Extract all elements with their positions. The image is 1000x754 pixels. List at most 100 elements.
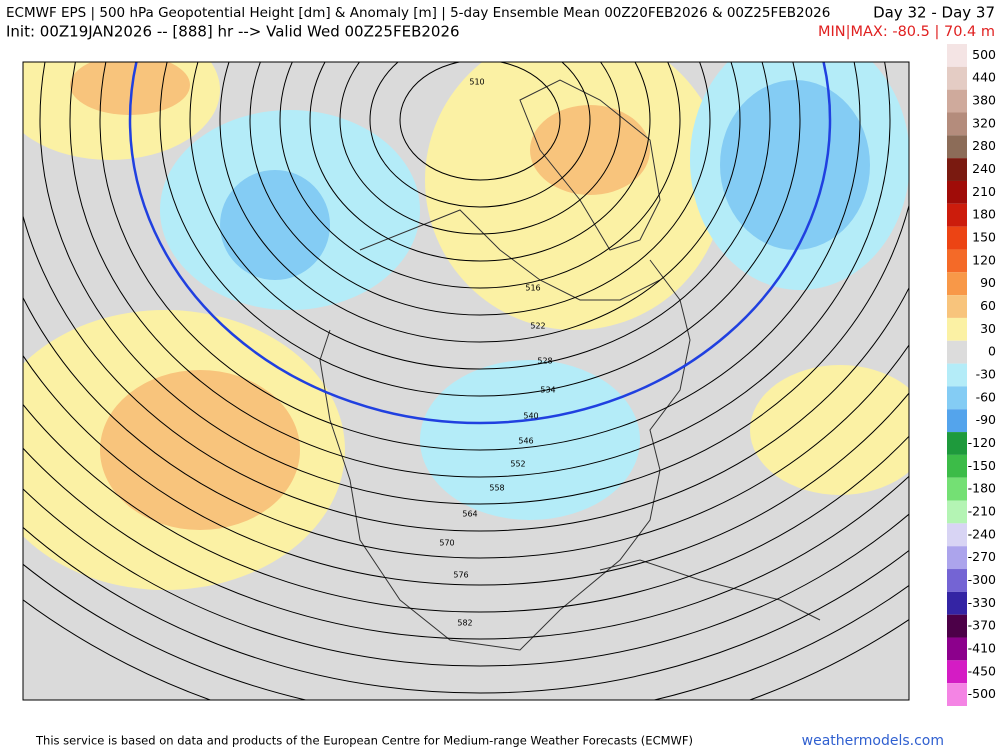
colorbar-label: 280 <box>972 138 996 153</box>
colorbar-swatch <box>947 614 967 638</box>
colorbar-label: 60 <box>980 298 996 313</box>
colorbar: 500 440 380 320 280 240 210 180 150 120 90 60 30 0 -30… <box>947 44 996 706</box>
contour <box>189 62 771 370</box>
colorbar-swatch <box>947 203 967 227</box>
colorbar-swatch <box>947 637 967 661</box>
contour <box>23 213 909 532</box>
colorbar-label: -330 <box>968 595 996 610</box>
title: ECMWF EPS | 500 hPa Geopotential Height … <box>6 5 830 21</box>
contour-label: 522 <box>530 322 545 331</box>
colorbar-swatch <box>947 546 967 570</box>
contour-label: 570 <box>439 539 454 548</box>
contour-label: 552 <box>510 460 525 469</box>
colorbar-swatch <box>947 569 967 592</box>
colorbar-swatch <box>947 409 967 433</box>
colorbar-label: 0 <box>988 344 996 359</box>
contour <box>159 62 801 397</box>
minmax: MIN|MAX: -80.5 | 70.4 m <box>818 24 995 40</box>
colorbar-label: 440 <box>972 70 996 85</box>
colorbar-label: -410 <box>968 640 996 655</box>
colorbar-swatch <box>947 272 967 296</box>
colorbar-swatch <box>947 340 967 364</box>
contour <box>23 296 909 559</box>
contour <box>249 62 711 316</box>
contour <box>128 62 832 425</box>
contour <box>309 62 651 262</box>
contour-label: 564 <box>462 510 477 519</box>
colorbar-label: 150 <box>972 230 996 245</box>
contour <box>23 403 909 613</box>
colorbar-label: 180 <box>972 207 996 222</box>
contour-label: 576 <box>453 571 468 580</box>
colorbar-label: -300 <box>968 572 996 587</box>
colorbar-label: -90 <box>976 412 996 427</box>
colorbar-swatch <box>947 66 967 90</box>
contour-label: 516 <box>525 284 540 293</box>
colorbar-label: -450 <box>968 663 996 678</box>
colorbar-label: 120 <box>972 252 996 267</box>
colorbar-label: 90 <box>980 275 996 290</box>
colorbar-label: -500 <box>968 686 996 701</box>
colorbar-swatch <box>947 386 967 410</box>
contour <box>399 62 561 181</box>
contour <box>23 447 909 640</box>
colorbar-label: 380 <box>972 93 996 108</box>
colorbar-swatch <box>947 180 967 204</box>
colorbar-swatch <box>947 523 967 547</box>
anomalies <box>23 62 909 590</box>
contour-label: 534 <box>540 386 555 395</box>
footer-credit: This service is based on data and produc… <box>35 734 693 748</box>
colorbar-swatch <box>947 249 967 273</box>
colorbar-swatch <box>947 44 967 67</box>
colorbar-label: -210 <box>968 503 996 518</box>
colorbar-label: -30 <box>976 367 996 382</box>
colorbar-label: -270 <box>968 549 996 564</box>
colorbar-label: 30 <box>980 321 996 336</box>
colorbar-swatch <box>947 454 967 478</box>
colorbar-swatch <box>947 135 967 159</box>
contour <box>23 488 909 667</box>
contour-label: 510 <box>469 78 484 87</box>
colorbar-label: 320 <box>972 115 996 130</box>
colorbar-swatch <box>947 363 967 387</box>
colorbar-swatch <box>947 158 967 181</box>
contour <box>219 62 741 343</box>
contour <box>339 62 621 235</box>
colorbar-label: -370 <box>968 618 996 633</box>
colorbar-swatch <box>947 432 967 455</box>
colorbar-label: 240 <box>972 161 996 176</box>
footer-site[interactable]: weathermodels.com <box>802 733 944 749</box>
contour <box>369 62 591 208</box>
colorbar-label: 210 <box>972 184 996 199</box>
coastlines <box>319 79 821 651</box>
colorbar-swatch <box>947 295 967 318</box>
colorbar-swatch <box>947 500 967 524</box>
contour <box>69 62 891 478</box>
colorbar-label: -60 <box>976 389 996 404</box>
colorbar-label: -150 <box>968 458 996 473</box>
contour-label: 582 <box>457 619 472 628</box>
colorbar-swatch <box>947 317 967 341</box>
map-frame <box>22 61 910 701</box>
contour <box>279 62 681 289</box>
colorbar-label: -240 <box>968 526 996 541</box>
colorbar-swatch <box>947 591 967 615</box>
contour <box>39 62 909 505</box>
contour <box>99 62 861 451</box>
contour-label: 558 <box>489 484 504 493</box>
contour-label: 546 <box>518 437 533 446</box>
contour-label: 540 <box>523 412 538 421</box>
init: Init: 00Z19JAN2026 -- [888] hr --> Valid… <box>6 23 460 41</box>
contour <box>23 354 909 586</box>
colorbar-label: -120 <box>968 435 996 450</box>
contour-label: 528 <box>537 357 552 366</box>
colorbar-label: -180 <box>968 481 996 496</box>
colorbar-label: 500 <box>972 47 996 62</box>
colorbar-swatch <box>947 226 967 250</box>
contour <box>23 526 909 694</box>
colorbar-swatch <box>947 477 967 501</box>
colorbar-swatch <box>947 89 967 113</box>
